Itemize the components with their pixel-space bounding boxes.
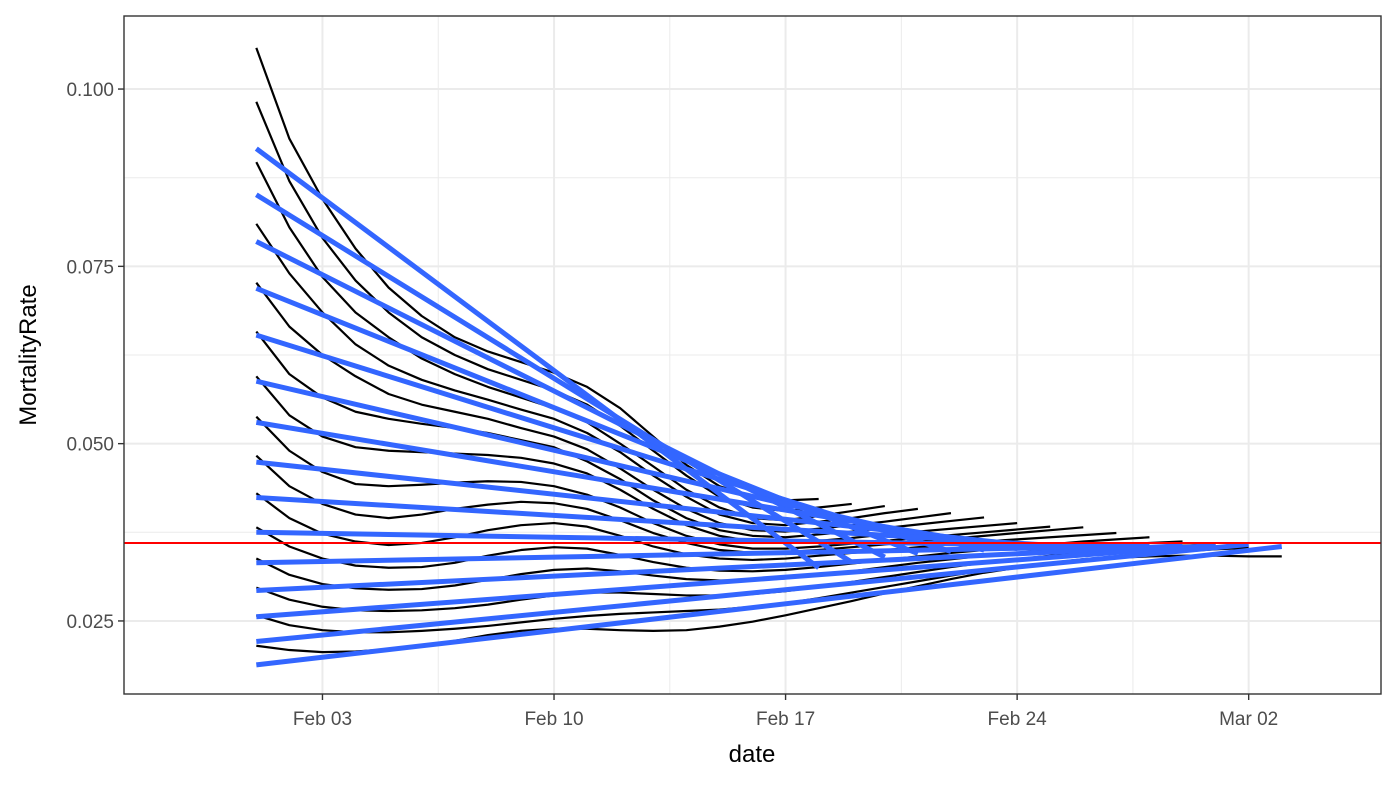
x-axis-ticks: Feb 03 Feb 10 Feb 17 Feb 24 Mar 02 <box>293 694 1278 730</box>
x-tick-label: Feb 17 <box>756 709 815 730</box>
y-axis-ticks: 0.025 0.050 0.075 0.100 <box>66 80 124 633</box>
fitted-line-11 <box>256 543 1150 566</box>
fitted-line-15 <box>256 544 1283 668</box>
major-gridlines <box>124 16 1381 694</box>
x-tick-label: Feb 03 <box>293 709 352 730</box>
y-tick-label: 0.050 <box>66 435 114 456</box>
panel-border <box>123 15 1382 695</box>
y-axis-title: MortalityRate <box>15 284 42 425</box>
x-tick-label: Feb 24 <box>988 709 1048 730</box>
x-tick-label: Mar 02 <box>1219 709 1278 730</box>
fitted-line-10 <box>256 529 1117 549</box>
fitted-line-9 <box>256 495 1084 550</box>
fitted-line-13 <box>256 542 1216 620</box>
y-tick-label: 0.100 <box>66 80 114 101</box>
fitted-lines <box>254 146 1283 668</box>
x-tick-label: Feb 10 <box>524 709 583 730</box>
minor-gridlines <box>124 16 1381 694</box>
y-tick-label: 0.075 <box>66 257 114 278</box>
fitted-line-8 <box>256 459 1051 551</box>
y-tick-label: 0.025 <box>66 612 114 633</box>
fitted-line-14 <box>256 541 1249 645</box>
fitted-line-7 <box>255 419 1018 552</box>
x-axis-title: date <box>729 741 776 768</box>
fitted-line-2 <box>255 192 854 565</box>
fitted-line-12 <box>256 543 1183 593</box>
